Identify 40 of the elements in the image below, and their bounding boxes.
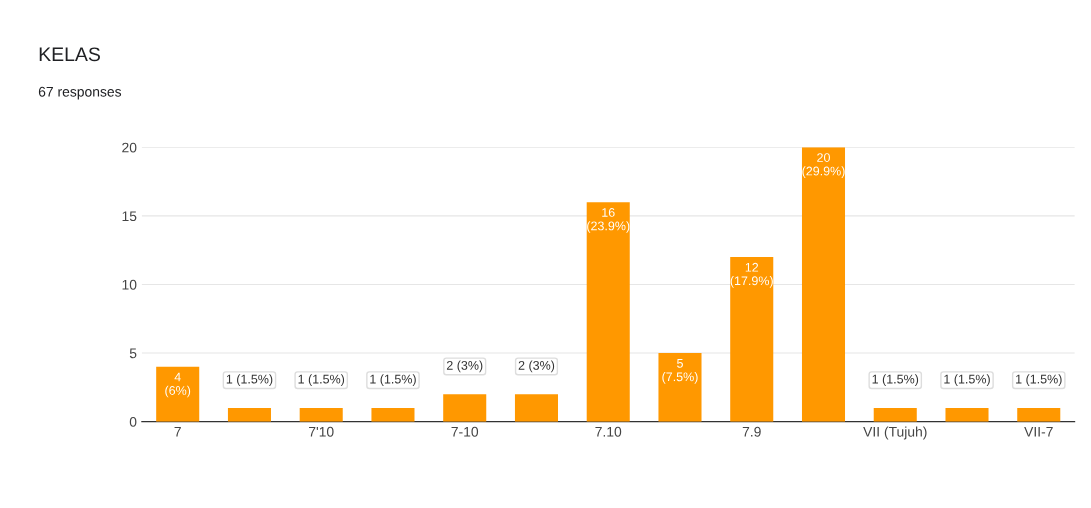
bar: [658, 353, 702, 422]
data-label: 1 (1.5%): [298, 374, 345, 386]
data-label: 4 (6%): [165, 372, 191, 398]
y-tick-label: 10: [122, 279, 137, 290]
data-label: 1 (1.5%): [944, 374, 990, 386]
data-label: 20 (29.9%): [802, 153, 845, 178]
y-tick-label: 15: [122, 211, 137, 222]
x-tick-label: 7-10: [451, 426, 479, 437]
x-tick-label: 7'10: [309, 426, 334, 437]
bar: [1017, 407, 1061, 422]
data-label: 16 (23.9%): [587, 208, 630, 233]
bar: [227, 407, 271, 422]
data-label: 5 (7.5%): [662, 359, 698, 384]
bar: [730, 257, 774, 422]
bar: [299, 407, 343, 422]
data-label: 1 (1.5%): [872, 374, 919, 386]
y-tick-label: 5: [129, 348, 137, 359]
x-tick-label: 7.9: [742, 426, 761, 437]
x-tick-label: VII-7: [1024, 427, 1053, 437]
bar: [371, 407, 415, 422]
bar: [514, 394, 558, 422]
bar: [156, 366, 200, 422]
data-label: 12 (17.9%): [730, 262, 773, 288]
data-label: 2 (3%): [446, 360, 483, 373]
data-label: 1 (1.5%): [1016, 374, 1062, 386]
bar: [801, 147, 846, 422]
data-label: 1 (1.5%): [226, 374, 273, 386]
x-tick-label: 7: [174, 427, 181, 437]
chart-title: KELAS: [39, 47, 100, 62]
x-tick-label: VII (Tujuh): [863, 426, 927, 440]
y-tick-label: 0: [129, 416, 137, 427]
data-label: 1 (1.5%): [370, 374, 416, 386]
bar: [945, 407, 989, 422]
bar: [443, 394, 487, 422]
bar: [873, 407, 917, 422]
data-label: 2 (3%): [518, 360, 555, 373]
y-tick-label: 20: [122, 142, 137, 153]
x-tick-label: 7.10: [595, 426, 622, 437]
chart-subtitle: 67 responses: [38, 86, 122, 100]
bar: [586, 202, 630, 422]
